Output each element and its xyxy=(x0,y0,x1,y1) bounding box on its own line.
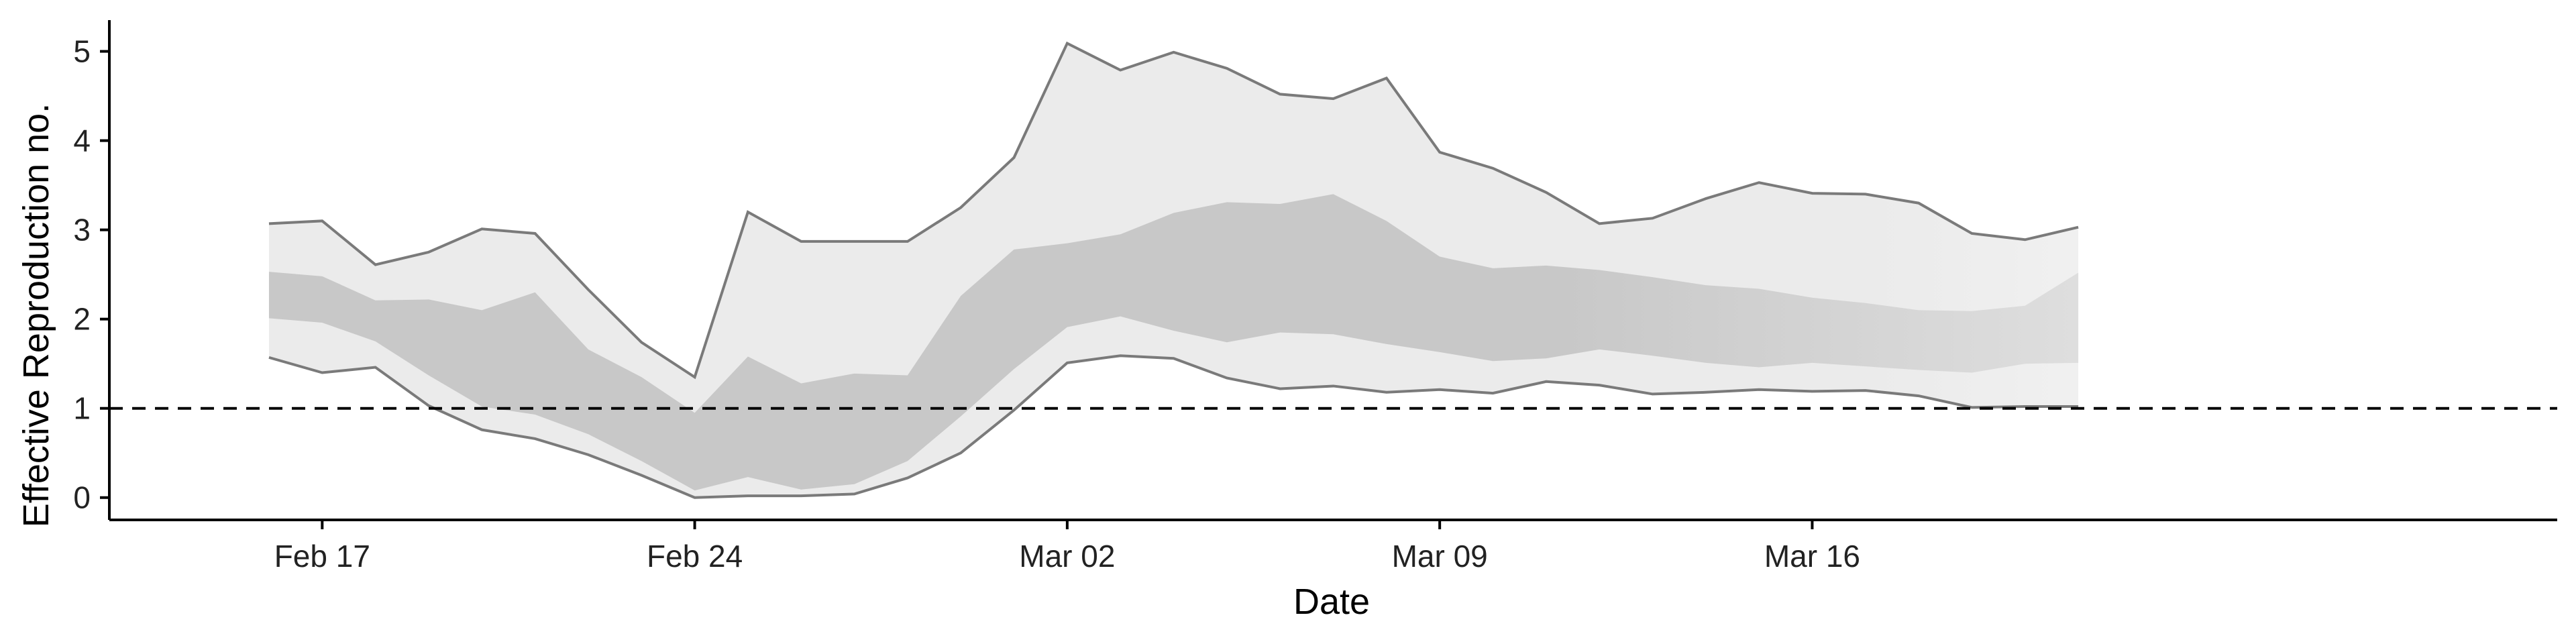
plot-area xyxy=(109,41,2557,499)
y-tick-label: 4 xyxy=(73,123,91,158)
x-tick-label: Feb 24 xyxy=(647,539,743,574)
y-tick-label: 0 xyxy=(73,480,91,515)
y-axis-title: Effective Reproduction no. xyxy=(16,103,56,527)
y-ticks: 0 1 2 3 4 5 xyxy=(73,34,109,515)
x-axis-title: Date xyxy=(1293,582,1370,622)
lower-bound-line xyxy=(268,354,2079,499)
y-tick-label: 1 xyxy=(73,391,91,426)
x-ticks: Feb 17 Feb 24 Mar 02 Mar 09 Mar 16 xyxy=(274,520,1860,574)
y-axis: 0 1 2 3 4 5 xyxy=(73,20,111,520)
x-tick-label: Mar 02 xyxy=(1019,539,1115,574)
y-tick-label: 5 xyxy=(73,34,91,69)
x-tick-label: Mar 09 xyxy=(1392,539,1488,574)
y-tick-label: 3 xyxy=(73,213,91,248)
x-axis: Feb 17 Feb 24 Mar 02 Mar 09 Mar 16 xyxy=(109,519,2557,574)
upper-bound-line xyxy=(268,41,2079,380)
y-tick-label: 2 xyxy=(73,302,91,337)
inner-interval-band xyxy=(268,194,2079,491)
x-tick-label: Mar 16 xyxy=(1764,539,1860,574)
x-tick-label: Feb 17 xyxy=(274,539,370,574)
